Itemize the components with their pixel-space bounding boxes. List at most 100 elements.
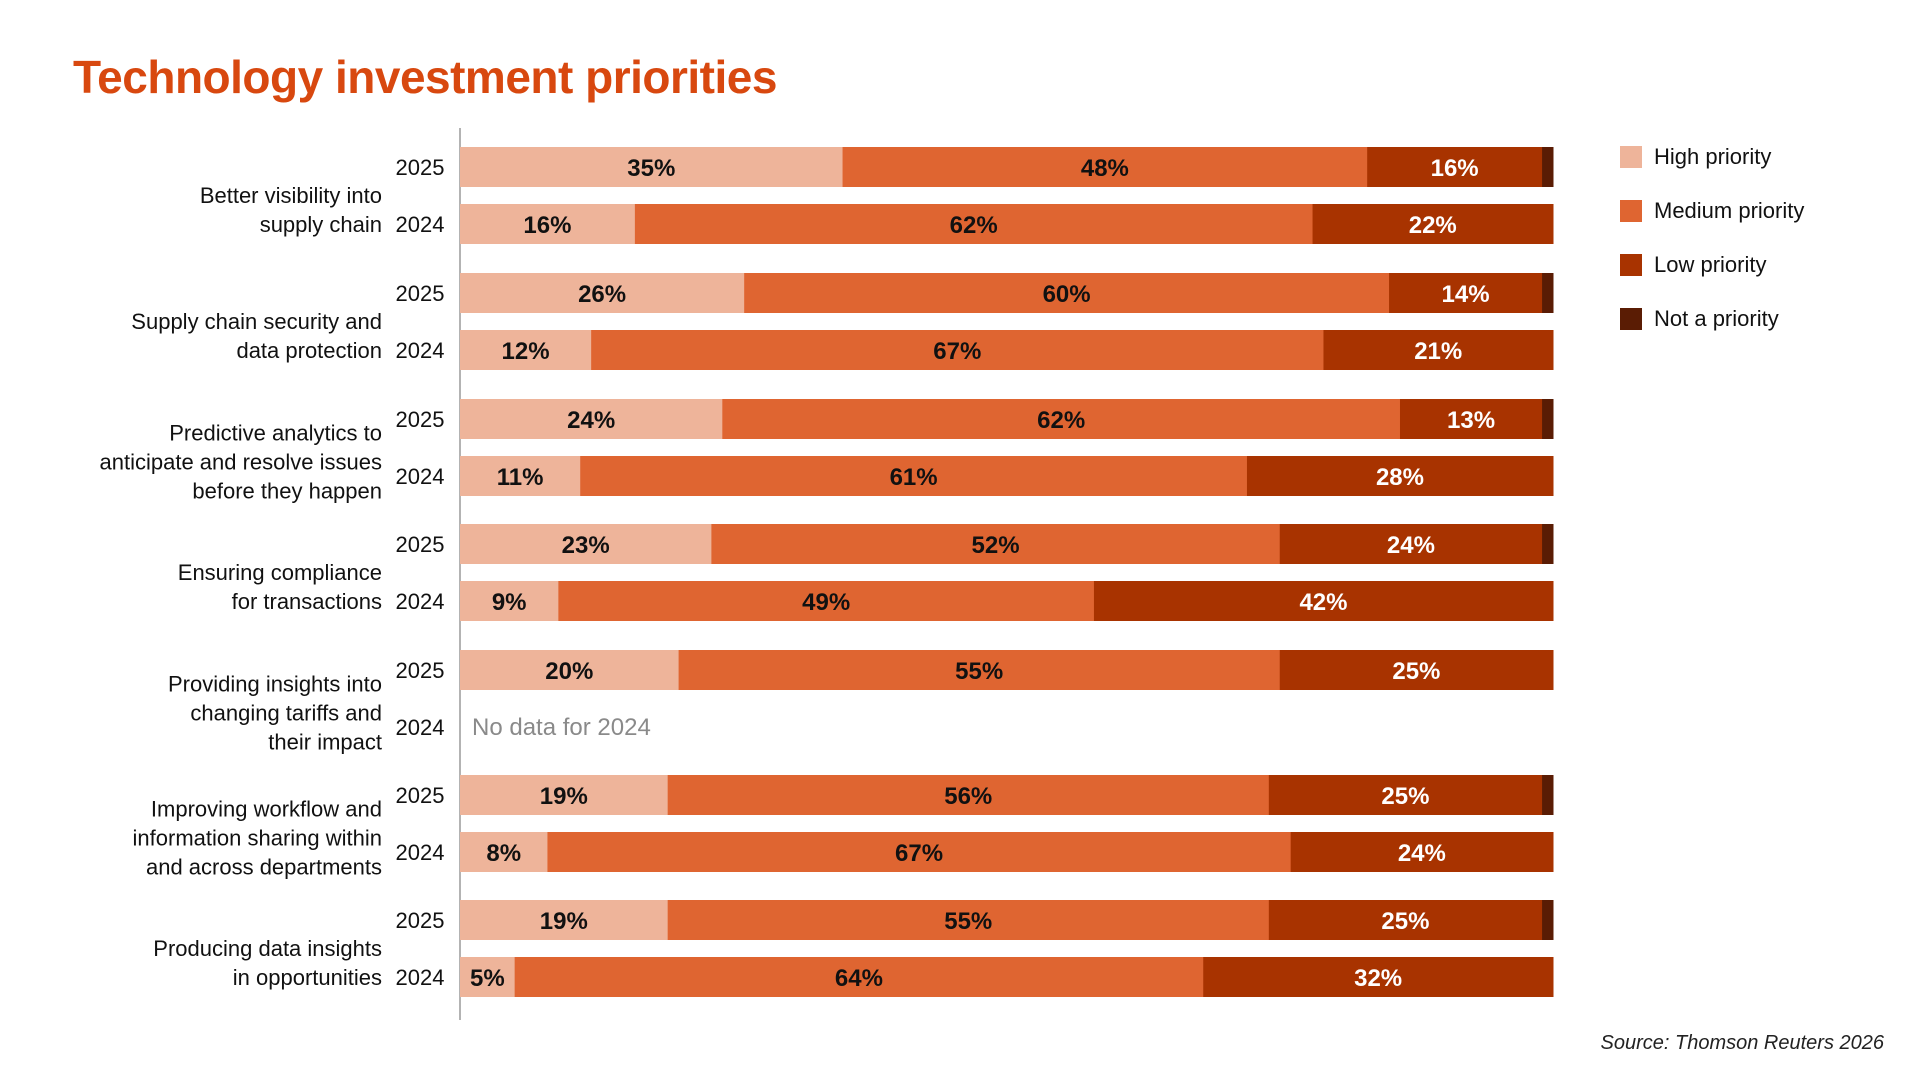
data-label: 22% xyxy=(1409,212,1457,239)
category-label: data protection xyxy=(236,338,382,363)
legend-swatch-not xyxy=(1620,308,1642,330)
data-label: 55% xyxy=(955,658,1003,685)
data-label: 19% xyxy=(540,783,588,810)
bar-segment-low xyxy=(1323,330,1554,370)
data-label: 9% xyxy=(492,589,527,616)
data-label: 64% xyxy=(835,965,883,992)
legend-swatch-high xyxy=(1620,146,1642,168)
legend-item-not: Not a priority xyxy=(1620,304,1804,334)
data-label: 16% xyxy=(1431,155,1479,182)
category-label: and across departments xyxy=(146,855,382,880)
bar-segment-high xyxy=(460,456,581,496)
data-label: 12% xyxy=(502,338,550,365)
bar-segment-medium xyxy=(711,524,1281,564)
bar-segment-high xyxy=(460,900,669,940)
bar-segment-high xyxy=(460,650,680,690)
data-label: 24% xyxy=(1398,840,1446,867)
bar-segment-low xyxy=(1268,775,1543,815)
category-label: Providing insights into xyxy=(168,672,382,697)
year-label: 2024 xyxy=(396,212,445,237)
data-label: 35% xyxy=(627,155,675,182)
data-label: 55% xyxy=(944,908,992,935)
category-label: information sharing within xyxy=(133,826,382,851)
bar-segment-not xyxy=(1542,775,1554,815)
bar-segment-medium xyxy=(744,273,1390,313)
data-label: 67% xyxy=(895,840,943,867)
year-label: 2024 xyxy=(396,965,445,990)
bar-segment-medium xyxy=(580,456,1248,496)
bar-segment-medium xyxy=(722,399,1401,439)
data-label: 5% xyxy=(470,965,505,992)
bar-segment-not xyxy=(1542,399,1554,439)
data-label: 21% xyxy=(1414,338,1462,365)
bar-segment-high xyxy=(460,399,723,439)
bar-segment-low xyxy=(1203,957,1554,997)
bar-segment-low xyxy=(1268,900,1543,940)
data-label: 8% xyxy=(486,840,521,867)
data-label: 52% xyxy=(972,532,1020,559)
year-label: 2025 xyxy=(396,908,445,933)
category-label: anticipate and resolve issues xyxy=(100,450,383,475)
legend-swatch-low xyxy=(1620,254,1642,276)
category-label: Ensuring compliance xyxy=(178,560,382,585)
category-label: Better visibility into xyxy=(200,183,382,208)
year-label: 2025 xyxy=(396,281,445,306)
category-label: supply chain xyxy=(260,212,382,237)
year-label: 2024 xyxy=(396,338,445,363)
bar-segment-high xyxy=(460,273,745,313)
data-label: 56% xyxy=(944,783,992,810)
data-label: 67% xyxy=(933,338,981,365)
category-label: changing tariffs and xyxy=(190,701,382,726)
category-label: Improving workflow and xyxy=(151,797,382,822)
bar-segment-medium xyxy=(634,204,1314,244)
category-label: Predictive analytics to xyxy=(169,421,382,446)
category-label: Supply chain security and xyxy=(131,309,382,334)
data-label: 62% xyxy=(950,212,998,239)
bar-segment-medium xyxy=(667,900,1270,940)
category-label: for transactions xyxy=(232,589,382,614)
bar-segment-medium xyxy=(558,581,1095,621)
legend-label-medium: Medium priority xyxy=(1654,198,1805,223)
bar-segment-low xyxy=(1093,581,1554,621)
bar-segment-medium xyxy=(842,147,1368,187)
data-label: 23% xyxy=(562,532,610,559)
data-label: 48% xyxy=(1081,155,1129,182)
legend-item-low: Low priority xyxy=(1620,250,1804,280)
data-label: 24% xyxy=(1387,532,1435,559)
data-label: 32% xyxy=(1354,965,1402,992)
legend-item-medium: Medium priority xyxy=(1620,196,1804,226)
source-note: Source: Thomson Reuters 2026 xyxy=(1600,1032,1885,1054)
year-label: 2024 xyxy=(396,715,445,740)
year-label: 2025 xyxy=(396,783,445,808)
data-label: 25% xyxy=(1381,908,1429,935)
bar-segment-low xyxy=(1290,832,1554,872)
bar-segment-medium xyxy=(591,330,1324,370)
bar-segment-not xyxy=(1542,900,1554,940)
bar-segment-medium xyxy=(547,832,1292,872)
bar-segment-medium xyxy=(667,775,1270,815)
year-label: 2024 xyxy=(396,464,445,489)
bar-segment-low xyxy=(1399,399,1543,439)
data-label: 26% xyxy=(578,281,626,308)
data-label: 13% xyxy=(1447,407,1495,434)
bar-segment-low xyxy=(1389,273,1543,313)
data-label: 42% xyxy=(1299,589,1347,616)
legend-swatch-medium xyxy=(1620,200,1642,222)
data-label: 11% xyxy=(497,464,544,491)
bar-segment-low xyxy=(1367,147,1543,187)
data-label: 49% xyxy=(802,589,850,616)
data-label: 61% xyxy=(890,464,938,491)
legend-label-not: Not a priority xyxy=(1654,306,1779,331)
category-label: their impact xyxy=(268,730,382,755)
data-label: 19% xyxy=(540,908,588,935)
data-label: 25% xyxy=(1392,658,1440,685)
bar-segment-high xyxy=(460,330,592,370)
data-label: 14% xyxy=(1442,281,1490,308)
category-label: before they happen xyxy=(192,479,382,504)
data-label: 28% xyxy=(1376,464,1424,491)
legend-label-high: High priority xyxy=(1654,144,1772,169)
data-label: 25% xyxy=(1381,783,1429,810)
year-label: 2025 xyxy=(396,532,445,557)
data-label: 20% xyxy=(545,658,593,685)
year-label: 2025 xyxy=(396,155,445,180)
